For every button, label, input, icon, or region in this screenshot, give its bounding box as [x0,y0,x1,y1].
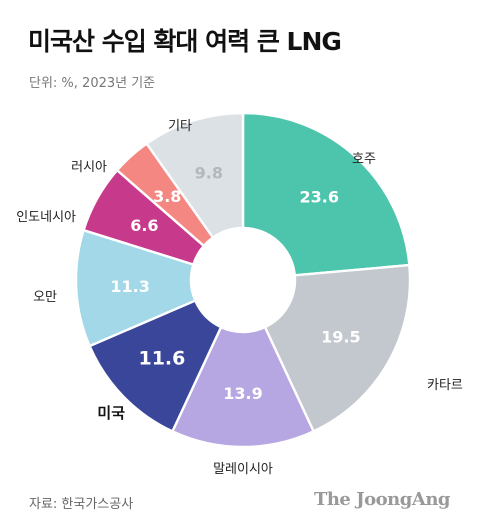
category-label-1: 호주 [352,152,376,167]
category-label-8: 기타 [168,119,192,134]
source-note: 자료: 한국가스공사 [29,497,134,512]
slice-4 [88,299,223,433]
category-label-2: 카타르 [427,378,463,393]
slice-8 [145,111,245,239]
value-label-7: 3.8 [153,187,181,206]
category-label-7: 러시아 [71,160,107,175]
chart-title: 미국산 수입 확대 여력 큰 LNG [28,27,342,56]
category-label-3: 말레이시아 [213,462,273,477]
slices-group [74,111,412,449]
category-label-6: 인도네시아 [16,210,76,225]
category-label-5: 오만 [33,290,57,305]
value-label-2: 19.5 [321,327,360,346]
chart-subtitle: 단위: %, 2023년 기준 [29,76,156,91]
value-label-1: 23.6 [300,188,339,207]
category-label-4: 미국 [97,404,125,422]
value-label-3: 13.9 [223,384,262,403]
slice-1 [241,111,411,277]
value-label-5: 11.3 [110,277,149,296]
value-label-8: 9.8 [195,163,223,182]
slice-2 [263,263,412,433]
value-labels-group: 23.6 19.5 13.9 11.6 11.3 6.6 3.8 9.8 [110,163,360,403]
brand-logo: The JoongAng [313,489,451,510]
value-label-6: 6.6 [130,216,158,235]
value-label-4: 11.6 [138,348,185,370]
